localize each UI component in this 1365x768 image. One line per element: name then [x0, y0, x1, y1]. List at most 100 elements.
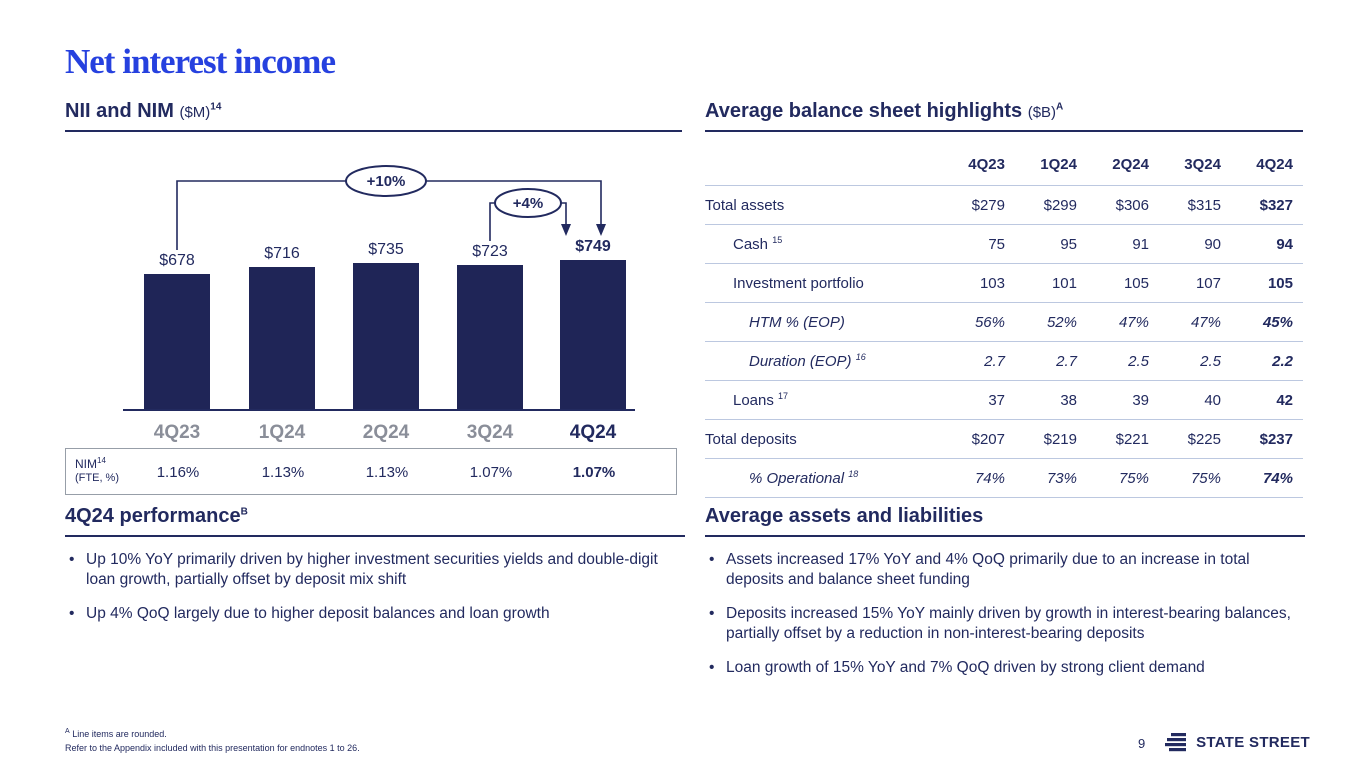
nii-bar-chart: $678 4Q23 $716 1Q24 $735 2Q24 $723 3Q24 $749 4Q24… — [123, 165, 635, 443]
table-cell: 2.7 — [1056, 352, 1077, 370]
balance-sheet-heading: Average balance sheet highlights ($B)A — [705, 100, 1303, 132]
table-cell: 73% — [1046, 469, 1077, 487]
row-label: Investment portfolio — [733, 274, 864, 292]
nim-table: NIM14 (FTE, %) 1.16% 1.13% 1.13% 1.07% 1.07% — [65, 448, 677, 495]
table-cell: 39 — [1132, 391, 1149, 409]
nim-value: 1.13% — [261, 464, 305, 481]
nim-value: 1.13% — [365, 464, 409, 481]
table-row: Duration (EOP) 16 2.7 2.7 2.5 2.5 2.2 — [705, 342, 1303, 381]
column-header: 1Q24 — [1040, 156, 1077, 173]
state-street-logo-text: STATE STREET — [1196, 734, 1310, 751]
table-row: HTM % (EOP) 56% 52% 47% 47% 45% — [705, 303, 1303, 342]
footnote-line-2: Refer to the Appendix included with this… — [65, 742, 360, 753]
category-label: 4Q24 — [570, 422, 617, 443]
qoq-arrowhead-icon — [561, 224, 571, 236]
slide-title: Net interest income — [65, 42, 336, 81]
bar — [560, 260, 626, 410]
nim-row-label: NIM14 (FTE, %) — [75, 456, 119, 484]
table-cell: 2.2 — [1272, 352, 1293, 370]
performance-section: 4Q24 performanceB Up 10% YoY primarily d… — [65, 505, 685, 637]
balance-sheet-table: 4Q23 1Q24 2Q24 3Q24 4Q24 Total assets $279 $29… — [705, 144, 1303, 498]
bar-value-label: $749 — [575, 238, 611, 255]
bar — [353, 263, 419, 410]
nii-heading-unit: ($M) — [179, 104, 211, 121]
table-cell: 37 — [988, 391, 1005, 409]
column-header: 3Q24 — [1184, 156, 1221, 173]
assets-liabilities-bullets: Assets increased 17% YoY and 4% QoQ prim… — [705, 550, 1305, 679]
nii-heading-text: NII and NIM — [65, 100, 174, 122]
assets-liabilities-heading: Average assets and liabilities — [705, 505, 1305, 537]
table-cell: 105 — [1123, 274, 1149, 292]
table-cell: 2.7 — [984, 352, 1005, 370]
bullet-item: Loan growth of 15% YoY and 7% QoQ driven… — [705, 658, 1305, 679]
bs-heading-sup: A — [1056, 101, 1064, 113]
table-cell: 52% — [1046, 313, 1077, 331]
table-cell: 75% — [1190, 469, 1221, 487]
table-cell: 38 — [1060, 391, 1077, 409]
bar-value-label: $735 — [368, 241, 404, 258]
table-cell: 105 — [1267, 274, 1293, 292]
footnotes: A Line items are rounded. Refer to the A… — [65, 727, 360, 756]
bullet-item: Assets increased 17% YoY and 4% QoQ prim… — [705, 550, 1305, 591]
table-cell: $279 — [971, 196, 1005, 214]
table-cell: 42 — [1276, 391, 1293, 409]
yoy-annotation-oval — [345, 165, 427, 197]
table-cell: 75% — [1118, 469, 1149, 487]
table-cell: 95 — [1060, 235, 1077, 253]
table-cell: 90 — [1204, 235, 1221, 253]
nim-value: 1.07% — [469, 464, 513, 481]
nim-value: 1.16% — [156, 464, 200, 481]
table-cell: 47% — [1190, 313, 1221, 331]
category-label: 3Q24 — [467, 422, 514, 443]
table-header-row: 4Q23 1Q24 2Q24 3Q24 4Q24 — [705, 144, 1303, 186]
category-label: 1Q24 — [259, 422, 306, 443]
bar — [457, 265, 523, 410]
bar-value-label: $723 — [472, 243, 508, 260]
table-cell: $225 — [1187, 430, 1221, 448]
table-cell: 103 — [979, 274, 1005, 292]
table-cell: $219 — [1043, 430, 1077, 448]
row-label: Loans 17 — [733, 391, 789, 409]
page-number: 9 — [1138, 736, 1146, 751]
table-cell: 2.5 — [1128, 352, 1149, 370]
performance-heading-text: 4Q24 performance — [65, 505, 241, 527]
state-street-logo: STATE STREET — [1165, 733, 1310, 752]
bar-value-label: $716 — [264, 245, 300, 262]
row-label: Total assets — [705, 196, 785, 214]
table-cell: 45% — [1262, 313, 1293, 331]
bullet-item: Up 4% QoQ largely due to higher deposit … — [65, 604, 685, 625]
category-label: 2Q24 — [363, 422, 410, 443]
table-cell: 74% — [1262, 469, 1293, 487]
nim-row-sublabel: (FTE, %) — [75, 472, 119, 484]
bullet-item: Up 10% YoY primarily driven by higher in… — [65, 550, 685, 591]
table-cell: 56% — [974, 313, 1005, 331]
table-cell: 75 — [988, 235, 1005, 253]
table-row: Total deposits $207 $219 $221 $225 $237 — [705, 420, 1303, 459]
table-cell: $237 — [1259, 430, 1293, 448]
table-cell: 40 — [1204, 391, 1221, 409]
table-row: Investment portfolio 103 101 105 107 105 — [705, 264, 1303, 303]
performance-bullets: Up 10% YoY primarily driven by higher in… — [65, 550, 685, 625]
table-row: Cash 15 75 95 91 90 94 — [705, 225, 1303, 264]
table-cell: 94 — [1276, 235, 1293, 253]
table-cell: 2.5 — [1200, 352, 1221, 370]
state-street-mark-icon — [1165, 733, 1187, 752]
column-header: 4Q23 — [968, 156, 1005, 173]
table-cell: 47% — [1118, 313, 1149, 331]
performance-heading: 4Q24 performanceB — [65, 505, 685, 537]
nii-heading-sup: 14 — [210, 101, 222, 113]
table-cell: 91 — [1132, 235, 1149, 253]
yoy-arrowhead-icon — [596, 224, 606, 236]
row-label: Total deposits — [705, 430, 797, 448]
table-cell: 101 — [1051, 274, 1077, 292]
bs-heading-text: Average balance sheet highlights — [705, 100, 1023, 122]
nii-heading: NII and NIM ($M)14 — [65, 100, 682, 132]
table-cell: 74% — [974, 469, 1005, 487]
table-cell: $327 — [1259, 196, 1293, 214]
table-cell: $299 — [1043, 196, 1077, 214]
row-label: Duration (EOP) 16 — [749, 352, 866, 370]
category-label: 4Q23 — [154, 422, 200, 443]
column-header: 2Q24 — [1112, 156, 1149, 173]
row-label: Cash 15 — [733, 235, 783, 253]
